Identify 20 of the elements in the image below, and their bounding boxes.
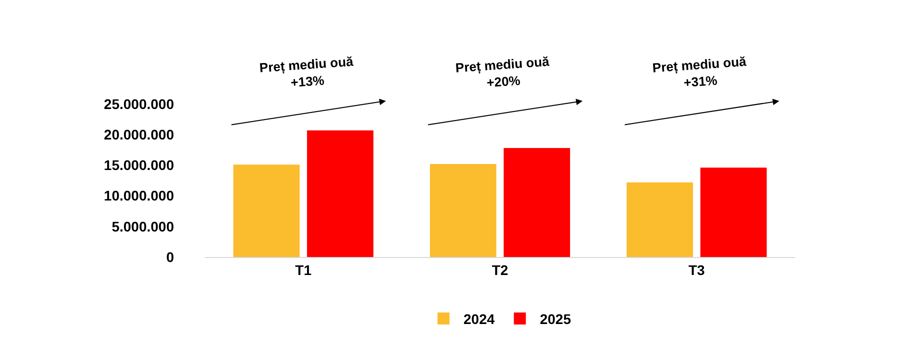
text: Preț mediu ouă +31%	[652, 54, 748, 90]
y-tick-label: 0	[166, 248, 174, 265]
y-tick-label: 20.000.000	[104, 126, 174, 142]
text: Preț mediu ouă +20%	[454, 54, 551, 90]
x-tick-label: T1	[295, 262, 312, 278]
bar	[430, 164, 496, 257]
y-tick-label: 5.000.000	[112, 218, 174, 234]
x-tick-label: T3	[688, 262, 706, 278]
bar	[700, 168, 767, 257]
bar	[233, 164, 300, 257]
text: Preț mediu ouă +13%	[258, 54, 355, 90]
y-tick-label: 15.000.000	[104, 157, 174, 174]
bar	[504, 148, 570, 257]
bar	[626, 182, 693, 257]
legend-label: 2025	[540, 310, 572, 327]
bar	[307, 130, 374, 257]
y-tick-label: 10.000.000	[104, 188, 174, 204]
legend-label: 2024	[464, 310, 495, 327]
x-tick-label: T2	[492, 262, 508, 278]
y-tick-label: 25.000.000	[104, 96, 174, 112]
